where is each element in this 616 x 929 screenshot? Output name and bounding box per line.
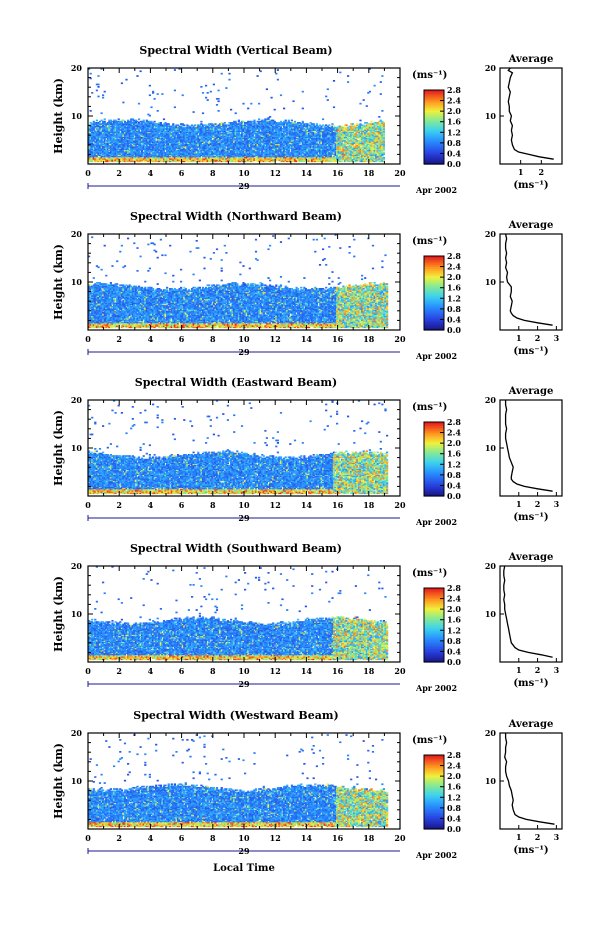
heatmap-cell xyxy=(90,110,92,112)
heatmap-cell xyxy=(91,92,93,94)
heatmap-cell xyxy=(96,90,98,92)
heatmap-cell xyxy=(97,96,99,98)
heatmap-cell xyxy=(101,112,103,114)
heatmap-cell xyxy=(104,118,106,120)
heatmap-cell xyxy=(97,86,99,88)
heatmap-cell xyxy=(122,102,124,104)
heatmap-cells xyxy=(88,68,385,162)
heatmap-cell xyxy=(97,84,99,86)
heatmap-cell xyxy=(118,118,120,120)
heatmap-cell xyxy=(102,97,104,99)
panel-1: Spectral Width (Vertical Beam)0 2 4 6 8 10 12 1… xyxy=(52,44,562,195)
heatmap-cell xyxy=(97,75,99,77)
heatmap-cell xyxy=(121,82,123,84)
heatmap-cell xyxy=(96,120,98,122)
chart-title: Spectral Width (Vertical Beam) xyxy=(139,44,332,57)
heatmap-cell xyxy=(104,121,106,123)
heatmap-cell xyxy=(102,94,104,96)
heatmap-cell xyxy=(90,73,92,75)
heatmap-cell xyxy=(104,91,106,93)
figure: Spectral Width (Vertical Beam)0 2 4 6 8 10 12 1… xyxy=(0,0,616,929)
